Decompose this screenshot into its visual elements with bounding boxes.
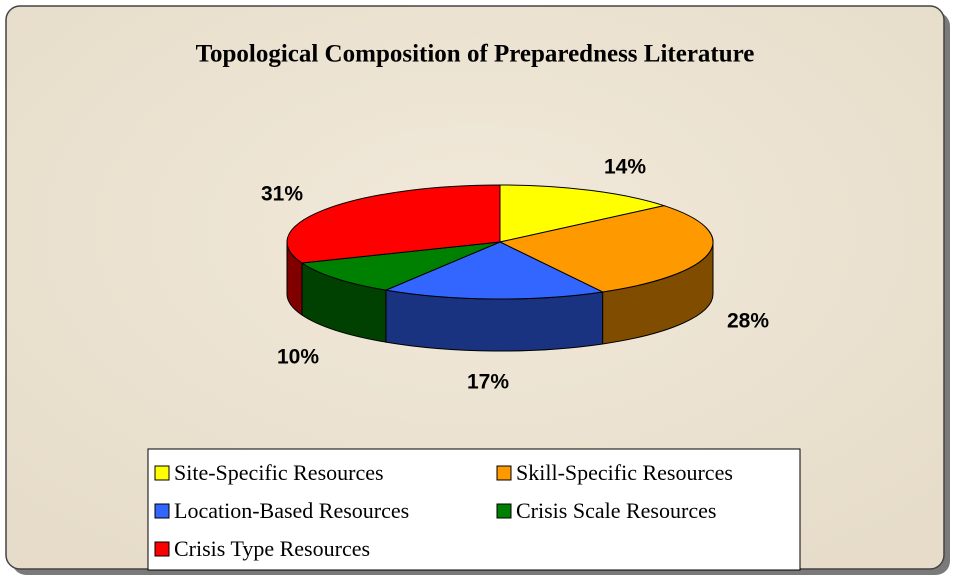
pie-slice	[498, 205, 714, 293]
pie-slice	[384, 241, 605, 300]
legend-box	[147, 448, 801, 571]
legend-swatch	[154, 503, 170, 519]
pie-slice	[286, 184, 501, 264]
legend-label: Crisis Type Resources	[174, 536, 370, 561]
chart-title: Topological Composition of Preparedness …	[196, 41, 755, 68]
data-label: 17%	[467, 371, 509, 394]
legend-swatch	[496, 503, 512, 519]
pie-slice	[300, 241, 501, 291]
data-label: 14%	[604, 156, 646, 179]
legend-label: Location-Based Resources	[174, 498, 409, 523]
data-label: 10%	[277, 346, 319, 369]
legend-label: Skill-Specific Resources	[516, 460, 733, 485]
legend-label: Crisis Scale Resources	[516, 498, 716, 523]
legend-swatch	[496, 465, 512, 481]
data-label: 31%	[261, 183, 303, 206]
legend-swatch	[154, 541, 170, 557]
legend-label: Site-Specific Resources	[174, 460, 384, 485]
data-label: 28%	[727, 310, 769, 333]
pie-slice	[499, 184, 667, 243]
legend-swatch	[154, 465, 170, 481]
